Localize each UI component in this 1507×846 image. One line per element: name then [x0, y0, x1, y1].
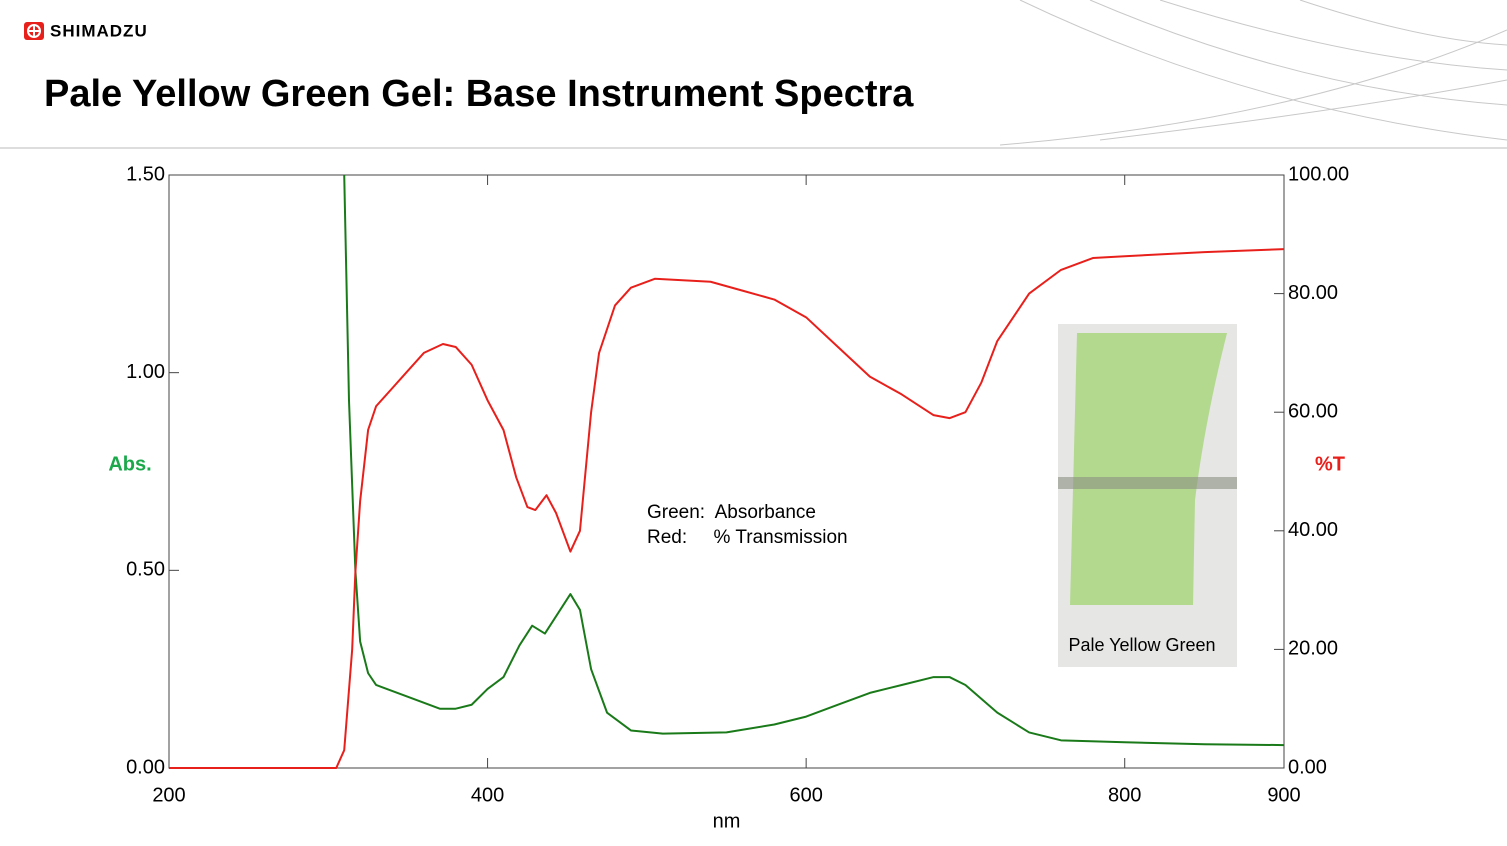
series-line [343, 174, 1285, 747]
annotation: Red: % Transmission [647, 527, 848, 548]
y-tick-label: 1.00 [126, 361, 165, 383]
y-axis-label: Abs. [108, 453, 151, 475]
x-tick-label: 900 [1267, 784, 1300, 806]
x-tick-label: 200 [152, 784, 185, 806]
brand: SHIMADZU [50, 21, 148, 40]
logo [24, 22, 44, 40]
x-tick-label: 800 [1108, 784, 1141, 806]
y-tick-label: 1.50 [126, 163, 165, 185]
y2-tick-label: 20.00 [1288, 638, 1338, 660]
x-tick-label: 400 [471, 784, 504, 806]
inset-photo [1058, 324, 1237, 667]
x-axis-label: nm [713, 810, 741, 832]
y2-tick-label: 60.00 [1288, 400, 1338, 422]
y2-tick-label: 80.00 [1288, 282, 1338, 304]
y2-tick-label: 40.00 [1288, 519, 1338, 541]
annotation: Green: Absorbance [647, 502, 816, 523]
y-tick-label: 0.00 [126, 756, 165, 778]
y2-tick-label: 100.00 [1288, 163, 1349, 185]
decoration [999, 0, 1507, 146]
y-tick-label: 0.50 [126, 559, 165, 581]
slide-title: Pale Yellow Green Gel: Base Instrument S… [44, 73, 914, 115]
plot-frame [168, 174, 1285, 769]
series-line [169, 248, 1285, 769]
inset-label: Pale Yellow Green [1068, 635, 1215, 655]
x-tick-label: 600 [789, 784, 822, 806]
y2-tick-label: 0.00 [1288, 756, 1327, 778]
y2-axis-label: %T [1315, 453, 1345, 475]
